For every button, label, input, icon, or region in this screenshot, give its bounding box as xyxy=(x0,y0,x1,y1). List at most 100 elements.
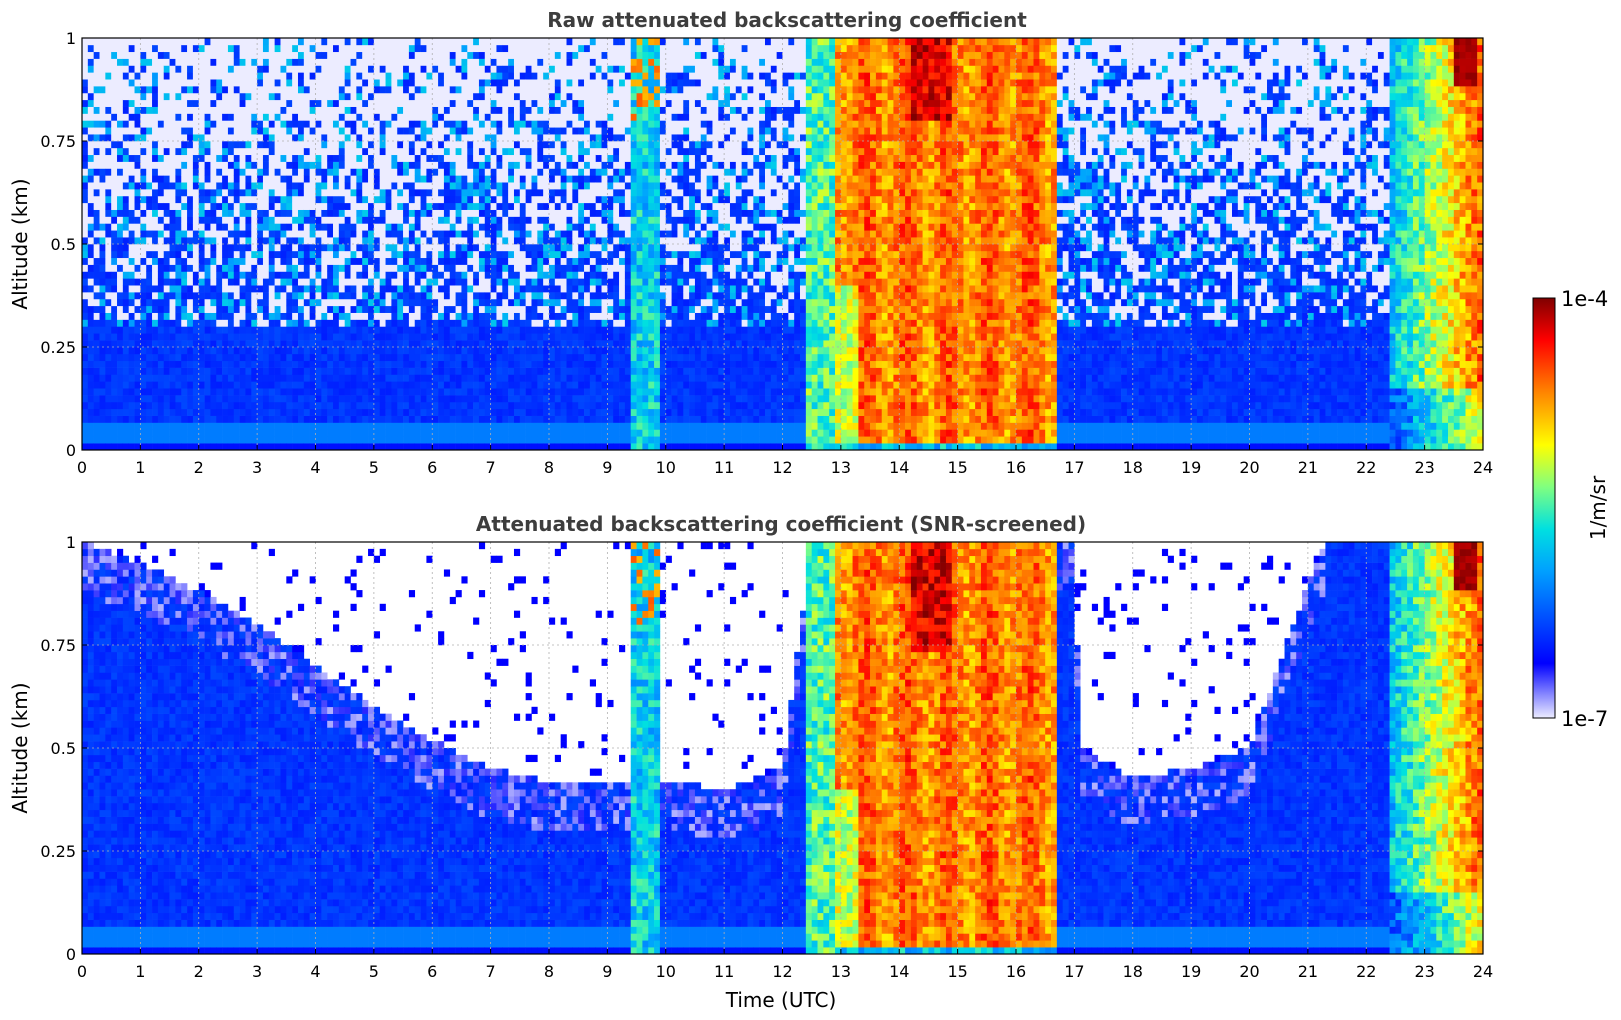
heat-cell xyxy=(216,189,222,196)
heat-cell xyxy=(234,141,240,148)
heat-cell xyxy=(140,244,146,251)
heat-cell xyxy=(234,333,240,340)
heat-cell xyxy=(181,374,187,381)
heat-cell xyxy=(88,155,94,162)
heat-cell xyxy=(170,244,176,251)
heat-cell xyxy=(100,168,106,175)
heat-cell xyxy=(158,100,164,107)
heat-cell xyxy=(146,223,152,230)
heat-cell xyxy=(135,148,141,155)
heat-cell xyxy=(94,436,100,443)
heat-cell xyxy=(100,402,106,409)
heat-cell xyxy=(140,388,146,395)
heat-cell xyxy=(170,72,176,79)
heat-cell xyxy=(88,423,94,430)
heat-cell xyxy=(164,65,170,72)
heat-cell xyxy=(216,72,222,79)
heat-cell xyxy=(117,134,123,141)
heat-cell xyxy=(170,347,176,354)
heat-cell xyxy=(117,114,123,121)
heat-cell xyxy=(240,265,246,272)
heat-cell xyxy=(240,292,246,299)
heat-cell xyxy=(158,203,164,210)
heat-cell xyxy=(170,59,176,66)
heat-cell xyxy=(193,217,199,224)
heat-cell xyxy=(117,59,123,66)
heat-cell xyxy=(111,361,117,368)
heat-cell xyxy=(222,347,228,354)
heat-cell xyxy=(175,134,181,141)
heat-cell xyxy=(152,285,158,292)
heat-cell xyxy=(170,395,176,402)
heat-cell xyxy=(210,409,216,416)
heat-cell xyxy=(152,237,158,244)
heat-cell xyxy=(222,127,228,134)
heat-cell xyxy=(111,388,117,395)
heat-cell xyxy=(164,107,170,114)
heat-cell xyxy=(140,107,146,114)
heat-cell xyxy=(123,374,129,381)
heat-cell xyxy=(164,79,170,86)
heat-cell xyxy=(240,168,246,175)
heat-cell xyxy=(205,361,211,368)
heat-cell xyxy=(205,223,211,230)
heat-cell xyxy=(199,134,205,141)
heat-cell xyxy=(158,59,164,66)
heat-cell xyxy=(152,217,158,224)
heat-cell xyxy=(205,134,211,141)
heat-cell xyxy=(216,340,222,347)
heat-cell xyxy=(140,354,146,361)
heat-cell xyxy=(170,368,176,375)
heat-cell xyxy=(216,271,222,278)
heat-cell xyxy=(228,203,234,210)
heat-cell xyxy=(193,175,199,182)
heat-cell xyxy=(117,155,123,162)
heat-cell xyxy=(216,299,222,306)
heat-cell xyxy=(187,107,193,114)
heat-cell xyxy=(152,72,158,79)
heat-cell xyxy=(205,292,211,299)
heat-cell xyxy=(216,52,222,59)
heat-cell xyxy=(158,182,164,189)
heat-cell xyxy=(187,354,193,361)
heat-cell xyxy=(205,381,211,388)
heat-cell xyxy=(228,100,234,107)
heat-cell xyxy=(82,175,88,182)
heat-cell xyxy=(100,320,106,327)
heat-cell xyxy=(82,244,88,251)
heat-cell xyxy=(181,217,187,224)
heat-cell xyxy=(222,155,228,162)
heat-cell xyxy=(205,127,211,134)
heat-cell xyxy=(175,409,181,416)
heat-cell xyxy=(129,265,135,272)
heat-cell xyxy=(216,120,222,127)
heat-cell xyxy=(129,306,135,313)
heat-cell xyxy=(175,244,181,251)
heat-cell xyxy=(240,237,246,244)
heat-cell xyxy=(187,182,193,189)
heat-cell xyxy=(111,429,117,436)
heat-cell xyxy=(175,354,181,361)
heat-cell xyxy=(146,265,152,272)
heat-cell xyxy=(123,326,129,333)
heat-cell xyxy=(210,244,216,251)
heat-cell xyxy=(193,148,199,155)
heat-cell xyxy=(123,100,129,107)
heat-cell xyxy=(199,402,205,409)
heat-cell xyxy=(100,326,106,333)
heat-cell xyxy=(152,436,158,443)
heat-cell xyxy=(187,271,193,278)
heat-cell xyxy=(216,223,222,230)
heat-cell xyxy=(240,443,246,450)
heat-cell xyxy=(146,395,152,402)
heat-cell xyxy=(175,429,181,436)
heat-cell xyxy=(228,237,234,244)
heat-cell xyxy=(152,134,158,141)
heat-cell xyxy=(94,271,100,278)
heat-cell xyxy=(199,333,205,340)
heat-cell xyxy=(158,347,164,354)
heat-cell xyxy=(88,299,94,306)
heat-cell xyxy=(140,38,146,45)
heat-cell xyxy=(175,251,181,258)
heat-cell xyxy=(100,409,106,416)
